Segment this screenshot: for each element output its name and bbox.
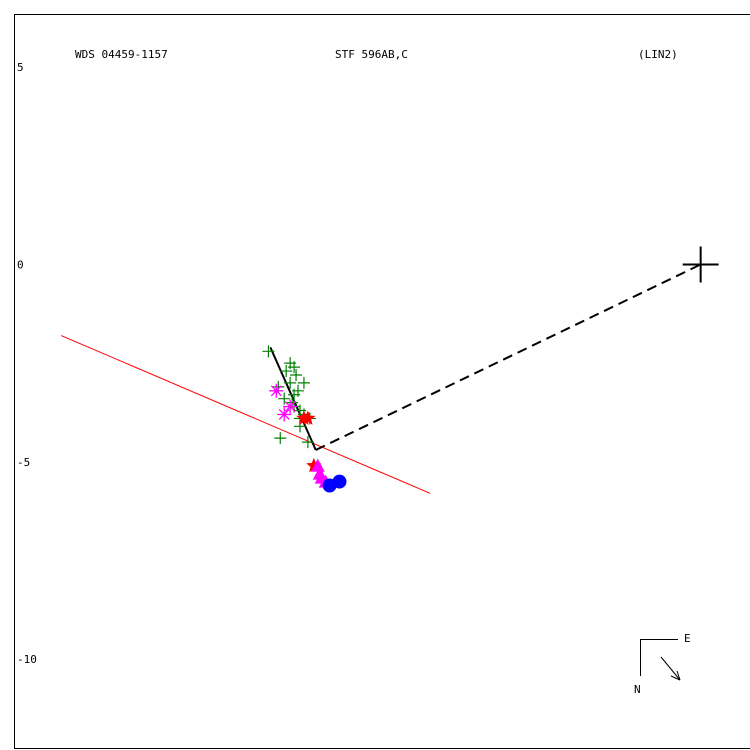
compass-rose: E N xyxy=(634,632,691,696)
primary-cross-mark xyxy=(682,246,719,283)
asterisk-marker xyxy=(283,399,298,414)
asterisk-marker xyxy=(269,383,284,398)
compass-east-label: E xyxy=(684,632,691,645)
y-tick-label: 0 xyxy=(17,258,24,271)
dashed-link-line xyxy=(315,263,702,451)
circle-marker xyxy=(332,474,347,489)
star-marker xyxy=(306,457,322,473)
header-right-label: (LIN2) xyxy=(638,48,678,61)
compass-arrow-shaft xyxy=(660,656,681,681)
header-left-label: WDS 04459-1157 xyxy=(75,48,168,61)
y-tick-label: -10 xyxy=(17,653,37,666)
linear-solution-line xyxy=(60,335,431,494)
asterisk-marker xyxy=(277,407,292,422)
plus-marker xyxy=(297,376,310,389)
triangle-marker xyxy=(310,458,325,472)
data-markers xyxy=(262,345,347,493)
plus-marker xyxy=(288,361,301,374)
y-tick-label: 5 xyxy=(17,61,24,74)
fit-line xyxy=(269,346,317,451)
plus-marker xyxy=(278,392,291,405)
plus-marker xyxy=(284,376,297,389)
plus-marker xyxy=(301,436,314,449)
star-marker xyxy=(300,410,316,425)
compass-axes xyxy=(640,639,678,676)
y-tick-label: -5 xyxy=(17,456,30,469)
plus-marker xyxy=(274,432,287,445)
y-axis-ticks: 5 0 -5 -10 xyxy=(17,61,37,666)
plus-marker xyxy=(280,365,293,378)
compass-arrow-head xyxy=(670,670,681,681)
primary-star-cross xyxy=(682,246,719,283)
compass-north-label: N xyxy=(634,683,641,696)
plot-frame xyxy=(14,14,750,749)
plus-marker xyxy=(290,369,303,381)
plus-marker xyxy=(262,345,275,358)
header-center-label: STF 596AB,C xyxy=(335,48,408,61)
plus-marker xyxy=(288,388,301,401)
